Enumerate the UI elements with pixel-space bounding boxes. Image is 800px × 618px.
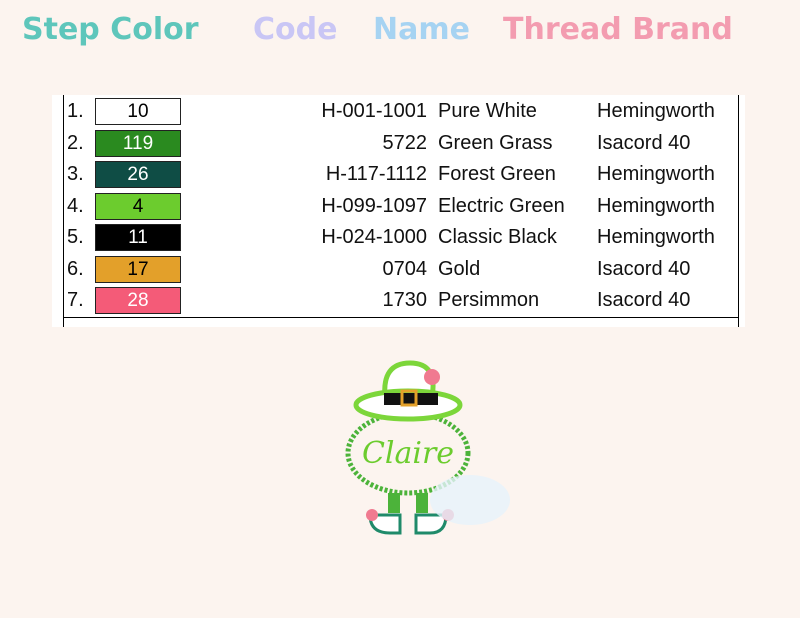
thread-brand: Hemingworth bbox=[597, 226, 715, 248]
thread-code: H-024-1000 bbox=[321, 226, 427, 248]
thread-code: H-117-1112 bbox=[325, 163, 427, 185]
table-row: 4. 4 H-099-1097 Electric Green Hemingwor… bbox=[52, 191, 745, 223]
header-code: Code bbox=[253, 12, 338, 47]
thread-code: 0704 bbox=[382, 257, 428, 280]
color-swatch: 10 bbox=[95, 98, 181, 125]
color-swatch: 119 bbox=[95, 129, 181, 157]
step-number: 7. bbox=[67, 289, 84, 311]
header-step-color: Step Color bbox=[22, 12, 199, 47]
step-number: 2. bbox=[67, 131, 84, 154]
thread-brand: Hemingworth bbox=[597, 163, 715, 185]
thread-code: 1730 bbox=[382, 289, 428, 311]
step-number: 6. bbox=[67, 257, 84, 280]
color-swatch: 4 bbox=[95, 192, 181, 220]
thread-name: Gold bbox=[438, 257, 481, 280]
step-number: 5. bbox=[67, 226, 84, 248]
table-row: 1. 10 H-001-1001 Pure White Hemingworth bbox=[52, 96, 745, 128]
color-chart-table: 1. 10 H-001-1001 Pure White Hemingworth 2… bbox=[52, 95, 745, 327]
table-row: 2. 119 5722 Green Grass Isacord 40 bbox=[52, 128, 745, 160]
thread-name: Forest Green bbox=[438, 163, 556, 185]
color-swatch: 26 bbox=[95, 161, 181, 188]
thread-brand: Isacord 40 bbox=[597, 131, 691, 154]
table-row: 6. 17 0704 Gold Isacord 40 bbox=[52, 254, 745, 286]
table-left-border bbox=[63, 95, 64, 327]
thread-code: H-001-1001 bbox=[321, 100, 427, 122]
design-name-text: Claire bbox=[362, 436, 454, 471]
color-swatch: 17 bbox=[95, 255, 181, 283]
thread-name: Persimmon bbox=[438, 289, 540, 311]
thread-name: Electric Green bbox=[438, 194, 565, 217]
thread-brand: Hemingworth bbox=[597, 100, 715, 122]
thread-name: Pure White bbox=[438, 100, 537, 122]
header-name: Name bbox=[373, 12, 470, 47]
table-right-border bbox=[738, 95, 739, 327]
step-number: 4. bbox=[67, 194, 84, 217]
header-thread-brand: Thread Brand bbox=[503, 12, 733, 47]
color-swatch: 28 bbox=[95, 287, 181, 314]
color-swatch: 11 bbox=[95, 224, 181, 251]
thread-brand: Isacord 40 bbox=[597, 257, 691, 280]
thread-code: 5722 bbox=[382, 131, 428, 154]
table-row: 3. 26 H-117-1112 Forest Green Hemingwort… bbox=[52, 159, 745, 191]
table-row: 7. 28 1730 Persimmon Isacord 40 bbox=[52, 285, 745, 317]
thread-brand: Hemingworth bbox=[597, 194, 715, 217]
thread-name: Classic Black bbox=[438, 226, 557, 248]
step-number: 1. bbox=[67, 100, 84, 122]
thread-name: Green Grass bbox=[438, 131, 553, 154]
design-preview-image: Claire bbox=[345, 360, 510, 535]
thread-brand: Isacord 40 bbox=[597, 289, 691, 311]
table-bottom-border bbox=[63, 317, 738, 318]
step-number: 3. bbox=[67, 163, 84, 185]
thread-code: H-099-1097 bbox=[321, 194, 427, 217]
table-row: 5. 11 H-024-1000 Classic Black Hemingwor… bbox=[52, 222, 745, 254]
